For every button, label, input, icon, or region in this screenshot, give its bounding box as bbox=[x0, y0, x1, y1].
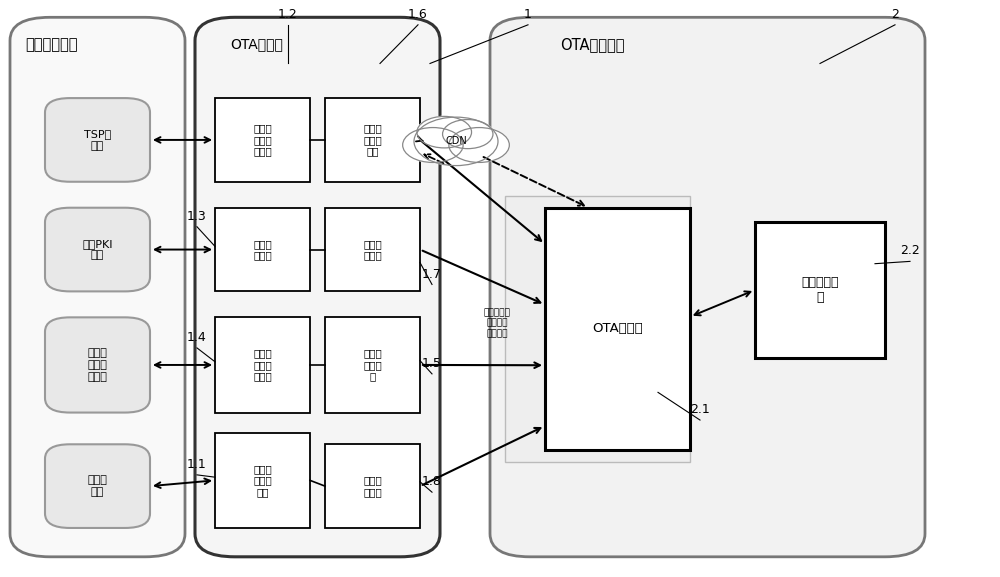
Bar bbox=[215, 317, 310, 413]
Text: OTA车载终端: OTA车载终端 bbox=[560, 38, 624, 53]
Text: 服务器
适配管
理模块: 服务器 适配管 理模块 bbox=[253, 123, 272, 156]
Text: CDN: CDN bbox=[445, 136, 467, 147]
Bar bbox=[325, 317, 420, 413]
Bar bbox=[755, 222, 885, 358]
FancyBboxPatch shape bbox=[45, 317, 150, 413]
Text: 生产制
造系统
服务器: 生产制 造系统 服务器 bbox=[88, 349, 107, 381]
Circle shape bbox=[449, 128, 509, 163]
Bar bbox=[215, 98, 310, 182]
Text: 日志管
理模块: 日志管 理模块 bbox=[363, 239, 382, 260]
Text: 1: 1 bbox=[524, 8, 532, 21]
Text: 1.8: 1.8 bbox=[422, 475, 442, 488]
Text: 已有管理系统: 已有管理系统 bbox=[25, 38, 78, 53]
FancyBboxPatch shape bbox=[45, 98, 150, 182]
FancyBboxPatch shape bbox=[490, 17, 925, 557]
FancyBboxPatch shape bbox=[45, 444, 150, 528]
Text: 车厂PKI
系统: 车厂PKI 系统 bbox=[82, 239, 113, 260]
Text: 升级活
动管理
模块: 升级活 动管理 模块 bbox=[363, 123, 382, 156]
Bar bbox=[545, 208, 690, 450]
Text: 安全管
理模块: 安全管 理模块 bbox=[253, 239, 272, 260]
Bar bbox=[325, 98, 420, 182]
Text: 1.6: 1.6 bbox=[408, 8, 428, 21]
Text: 1.3: 1.3 bbox=[187, 210, 207, 223]
Bar bbox=[325, 444, 420, 528]
Text: 用户授
权管理
模块: 用户授 权管理 模块 bbox=[253, 464, 272, 497]
Text: 升级包
管理模
块: 升级包 管理模 块 bbox=[363, 349, 382, 381]
Text: 2.1: 2.1 bbox=[690, 403, 710, 416]
FancyBboxPatch shape bbox=[195, 17, 440, 557]
Text: 升级代理模
块: 升级代理模 块 bbox=[801, 276, 839, 304]
FancyBboxPatch shape bbox=[10, 17, 185, 557]
Text: OTA服务器: OTA服务器 bbox=[230, 38, 283, 51]
Text: 用户数
据库: 用户数 据库 bbox=[88, 475, 107, 497]
Circle shape bbox=[414, 117, 498, 166]
Text: 车辆和
设备管
理模块: 车辆和 设备管 理模块 bbox=[253, 349, 272, 381]
Text: 1.5: 1.5 bbox=[422, 357, 442, 370]
Bar bbox=[215, 208, 310, 291]
Text: 2: 2 bbox=[891, 8, 899, 21]
Circle shape bbox=[417, 117, 472, 148]
Text: OTA客户端: OTA客户端 bbox=[592, 323, 643, 335]
Circle shape bbox=[443, 119, 493, 149]
FancyBboxPatch shape bbox=[45, 208, 150, 291]
Text: 版本检查、
升级状态
升级日志: 版本检查、 升级状态 升级日志 bbox=[484, 308, 510, 338]
Text: TSP服
务器: TSP服 务器 bbox=[84, 129, 111, 151]
Text: 1.2: 1.2 bbox=[278, 8, 298, 21]
Text: 2.2: 2.2 bbox=[900, 245, 920, 257]
Text: 1.4: 1.4 bbox=[187, 331, 207, 344]
Text: 1.1: 1.1 bbox=[187, 458, 207, 471]
Circle shape bbox=[403, 128, 463, 163]
Text: 报告服
务模块: 报告服 务模块 bbox=[363, 475, 382, 497]
Text: 1.7: 1.7 bbox=[422, 268, 442, 280]
Bar bbox=[215, 433, 310, 528]
Bar bbox=[505, 196, 690, 462]
Bar bbox=[325, 208, 420, 291]
